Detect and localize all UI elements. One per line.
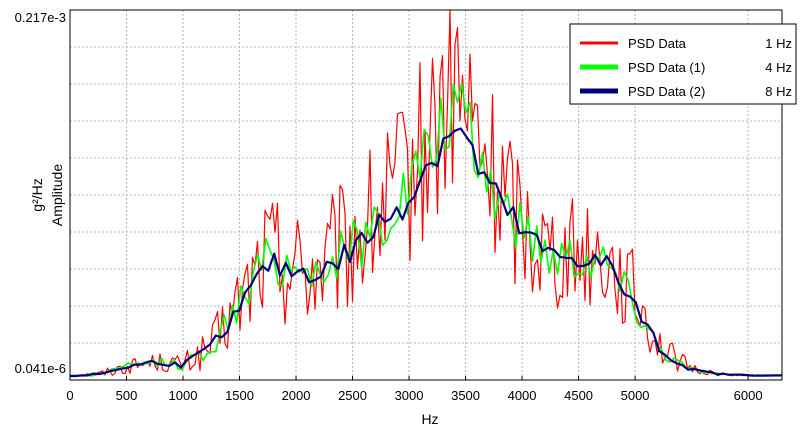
y-axis-unit-label: g²/Hz [29, 178, 45, 211]
x-tick-label: 3000 [395, 388, 424, 403]
x-tick-label: 2000 [282, 388, 311, 403]
legend-label-psd-1: PSD Data (1) [628, 60, 705, 75]
x-tick-label: 4500 [564, 388, 593, 403]
legend-label-psd: PSD Data [628, 36, 687, 51]
x-tick-label: 4000 [508, 388, 537, 403]
plot-frame [69, 9, 783, 381]
y-axis-label: Amplitude [49, 164, 65, 226]
x-tick-label: 6000 [734, 388, 763, 403]
y-tick-label-top: 0.217e-3 [15, 10, 66, 25]
legend: PSD Data 1 Hz PSD Data (1) 4 Hz PSD Data… [569, 23, 797, 105]
x-tick-label: 500 [116, 388, 138, 403]
x-tick-label: 1500 [225, 388, 254, 403]
series-layer [69, 9, 782, 378]
x-axis-label: Hz [421, 411, 438, 427]
x-tick-label: 2500 [338, 388, 367, 403]
legend-res-psd-2: 8 Hz [765, 84, 792, 99]
legend-res-psd-1: 4 Hz [765, 60, 792, 75]
x-tick-label: 0 [66, 388, 73, 403]
x-tick-label: 3500 [451, 388, 480, 403]
x-tick-label: 1000 [169, 388, 198, 403]
y-tick-label-bottom: 0.041e-6 [15, 361, 66, 376]
x-tick-label: 5000 [621, 388, 650, 403]
series-line-3 [70, 127, 782, 378]
x-axis-ticks: 0 500 1000 1500 2000 2500 3000 3500 4000 4500 5000… [66, 376, 763, 403]
legend-res-psd: 1 Hz [765, 36, 792, 51]
legend-label-psd-2: PSD Data (2) [628, 84, 705, 99]
